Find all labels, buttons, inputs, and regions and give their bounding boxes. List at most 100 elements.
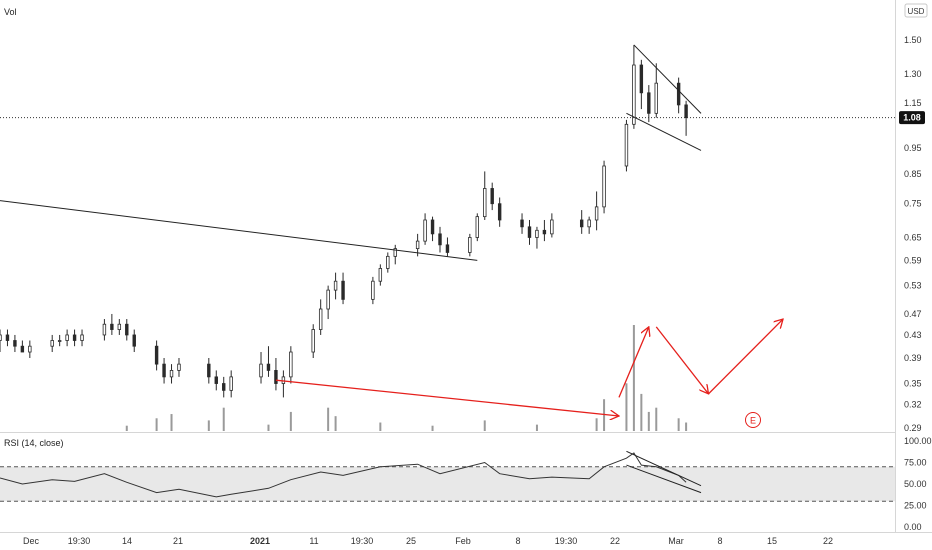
candle [550, 213, 554, 238]
candle-body-up [624, 123, 629, 167]
price-axis-tick-label: 0.43 [904, 330, 922, 340]
candle [207, 357, 211, 384]
price-trendline[interactable] [0, 200, 478, 261]
volume-bar [267, 424, 270, 431]
price-axis[interactable]: 1.50 1.30 1.15 0.95 0.85 0.75 0.65 0.59 0.53 0.47… [904, 35, 922, 433]
candlestick-series [0, 44, 688, 398]
current-price-label: 1.08 [903, 113, 921, 123]
drawing-annotations[interactable] [0, 44, 783, 494]
rsi-axis-tick-label: 50.00 [904, 479, 927, 489]
volume-bars [125, 325, 688, 431]
candle [371, 276, 375, 305]
rsi-axis[interactable]: 100.00 75.00 50.00 25.00 0.00 [904, 436, 932, 532]
price-axis-tick-label: 0.95 [904, 143, 922, 153]
candle-body-down [125, 323, 129, 336]
candle-body-up [28, 345, 32, 353]
rsi-trendline[interactable] [626, 464, 702, 494]
price-axis-tick-label: 0.65 [904, 232, 922, 242]
volume-bar [334, 416, 337, 431]
rsi-axis-tick-label: 75.00 [904, 458, 927, 468]
time-axis-tick-label: Mar [668, 536, 684, 546]
candle [154, 340, 159, 371]
earnings-badge[interactable] [745, 412, 761, 428]
candle-body-up [393, 248, 397, 257]
candle-body-down [438, 233, 442, 246]
rsi-line [0, 452, 687, 498]
time-axis-tick-label: 19:30 [351, 536, 374, 546]
candle-body-up [550, 219, 554, 235]
candle [13, 334, 17, 353]
candle-body-up [0, 334, 2, 341]
candle-body-down [20, 345, 25, 353]
time-axis-tick-label: 11 [309, 536, 318, 546]
candle-body-down [684, 104, 688, 119]
volume-bar [170, 414, 173, 431]
candle [80, 329, 84, 347]
candle [438, 226, 442, 253]
price-axis-tick-label: 0.29 [904, 423, 922, 433]
candle-body-down [647, 92, 651, 114]
red-arrow-annotation[interactable] [655, 326, 708, 394]
candle-body-up [289, 351, 293, 378]
candle [333, 272, 338, 300]
candle [162, 357, 166, 384]
candle [20, 340, 25, 353]
time-axis-tick-label: Feb [455, 536, 471, 546]
candle-body-down [5, 334, 10, 341]
price-trendline[interactable] [633, 44, 702, 114]
candle-body-down [430, 219, 435, 235]
red-arrow-annotation[interactable] [618, 327, 649, 398]
candle-body-up [587, 219, 591, 228]
candle-body-down [266, 363, 271, 371]
red-arrow-annotation[interactable] [708, 319, 783, 395]
time-axis-tick-label: 8 [717, 536, 722, 546]
candle-body-up [65, 334, 69, 341]
candle [647, 85, 651, 123]
candle [28, 340, 32, 358]
rsi-trendline[interactable] [626, 450, 702, 487]
candle-body-down [72, 334, 77, 341]
time-axis-tick-label: 8 [515, 536, 520, 546]
rsi-axis-tick-label: 100.00 [904, 436, 932, 446]
candle-body-up [102, 323, 107, 336]
volume-bar [379, 422, 382, 431]
price-trendline[interactable] [626, 112, 702, 151]
rsi-indicator-label[interactable]: RSI (14, close) [4, 438, 64, 448]
volume-bar [327, 407, 330, 431]
candle-body-down [274, 370, 278, 384]
rsi-series [0, 452, 687, 498]
volume-bar [483, 420, 486, 431]
time-axis-tick-label: 19:30 [68, 536, 91, 546]
candle-body-down [341, 280, 345, 300]
candle [430, 216, 435, 242]
candle-body-up [57, 340, 62, 342]
candle [520, 213, 524, 234]
candle [594, 191, 599, 231]
volume-bar [632, 325, 635, 431]
volume-label: Vol [4, 7, 17, 17]
candle-body-up [80, 334, 84, 341]
time-axis[interactable]: Dec 19:30 14 21 2021 11 19:30 25 Feb 8 19:30 22 Mar 8… [23, 536, 833, 546]
candle-body-up [229, 376, 233, 391]
price-axis-tick-label: 0.35 [904, 379, 922, 389]
candle-body-up [50, 340, 54, 347]
candle [65, 329, 69, 347]
price-axis-tick-label: 1.15 [904, 98, 922, 108]
candle-body-down [110, 323, 114, 330]
rsi-axis-tick-label: 0.00 [904, 522, 922, 532]
price-axis-tick-label: 1.30 [904, 69, 922, 79]
candle-body-down [527, 226, 532, 238]
candle-body-up [468, 237, 472, 253]
candle-body-up [371, 280, 375, 300]
candle [423, 213, 427, 245]
volume-bar [655, 407, 658, 431]
candle [632, 44, 636, 129]
volume-bar [640, 393, 643, 431]
red-arrow-annotation[interactable] [275, 379, 619, 416]
currency-badge[interactable] [904, 3, 928, 18]
candle [125, 319, 129, 341]
rsi-overbought-oversold-band [0, 466, 895, 502]
candle [102, 319, 107, 341]
